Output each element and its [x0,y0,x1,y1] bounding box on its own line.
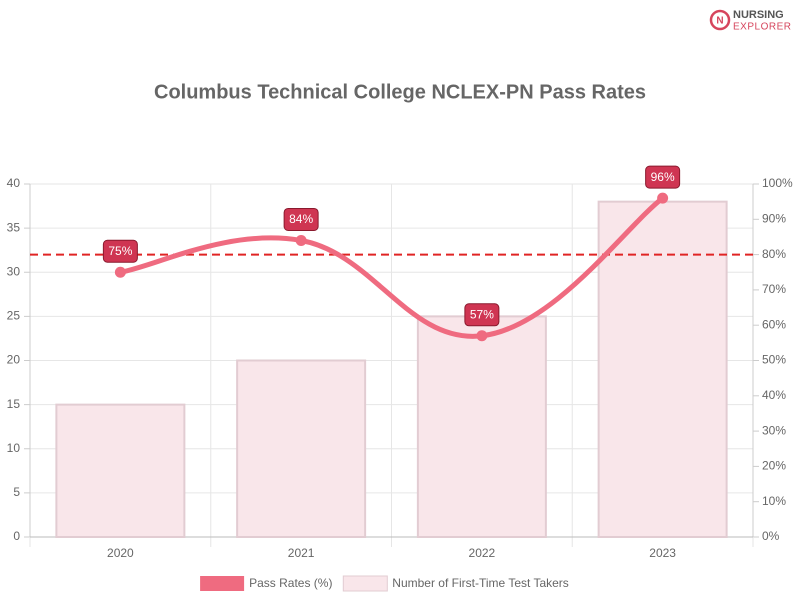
y2-tick-label: 40% [762,388,786,402]
y-tick-label: 10 [7,441,21,455]
y2-tick-label: 90% [762,211,786,225]
logo-text: NURSING [733,9,784,21]
data-label: 84% [289,212,313,226]
y2-tick-label: 60% [762,317,786,331]
data-label-box [102,239,138,263]
x-tick-label: 2021 [288,546,315,560]
x-tick-label: 2023 [649,546,676,560]
y-tick-label: 5 [13,485,20,499]
logo-icon [709,9,731,31]
point [476,330,488,342]
x-tick-label: 2020 [107,546,134,560]
y-tick-label: 25 [7,309,21,323]
legend-label: Number of First-Time Test Takers [392,576,568,590]
y-tick-label: 15 [7,397,21,411]
bar [236,359,367,538]
y2-tick-label: 50% [762,353,786,367]
legend-swatch [200,576,245,591]
logo-mark: N [716,16,723,27]
point [295,234,307,246]
legend-swatch [342,575,388,592]
point [657,192,669,204]
bar [416,315,547,538]
y2-tick-label: 80% [762,247,786,261]
bar [55,403,186,538]
y2-tick-label: 70% [762,282,786,296]
data-label-box [645,165,681,189]
y-tick-label: 40 [7,176,21,190]
chart-title: Columbus Technical College NCLEX-PN Pass… [154,81,646,103]
y-tick-label: 35 [7,220,21,234]
logo-text: EXPLORER [733,22,791,33]
y-tick-label: 30 [7,264,21,278]
y2-tick-label: 30% [762,423,786,437]
y2-tick-label: 20% [762,459,786,473]
y2-tick-label: 10% [762,494,786,508]
bar [597,200,728,538]
line [119,196,665,339]
y-tick-label: 20 [7,353,21,367]
y-tick-label: 0 [13,529,20,543]
data-label-box [464,303,500,327]
data-label: 96% [651,170,675,184]
y2-tick-label: 0% [762,529,780,543]
point [114,266,126,278]
x-tick-label: 2022 [469,546,496,560]
data-label: 75% [108,244,132,258]
data-label-box [283,207,319,231]
data-label: 57% [470,307,494,321]
legend-label: Pass Rates (%) [249,576,332,590]
y2-tick-label: 100% [762,176,793,190]
